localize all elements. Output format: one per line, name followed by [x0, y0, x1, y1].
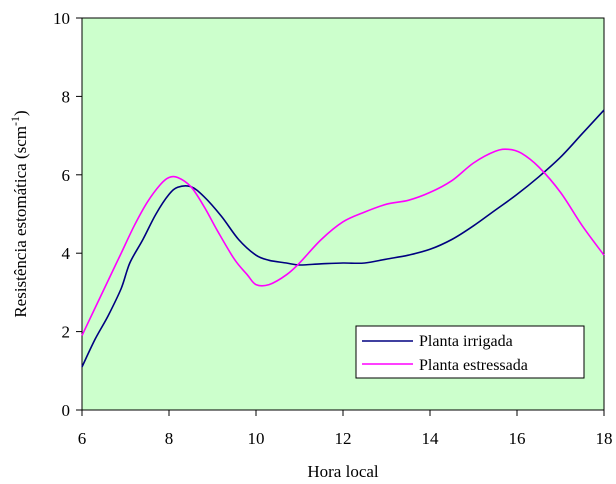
y-axis-title-main: Resistência estomática (scm — [11, 126, 30, 318]
series-line-planta-irrigada — [81, 109, 605, 368]
svg-text:Resistência estomática (scm-1): Resistência estomática (scm-1) — [8, 110, 30, 317]
x-tick-label: 12 — [335, 429, 352, 448]
x-tick-label: 10 — [248, 429, 265, 448]
y-axis-title: Resistência estomática (scm-1) — [8, 110, 30, 317]
y-tick-label: 6 — [62, 166, 71, 185]
legend-label-irrigada: Planta irrigada — [419, 333, 513, 350]
legend-box — [355, 325, 585, 379]
y-tick-label: 0 — [62, 401, 71, 420]
series-line-planta-estressada — [81, 148, 605, 336]
y-tick-label: 8 — [62, 87, 71, 106]
x-tick-label: 18 — [596, 429, 613, 448]
x-tick-label: 8 — [165, 429, 174, 448]
y-axis-title-close: ) — [11, 110, 30, 116]
y-tick-label: 2 — [62, 323, 71, 342]
x-tick-label: 14 — [422, 429, 440, 448]
x-tick-label: 16 — [509, 429, 526, 448]
axis-layer: 0 2 4 6 8 10 6 8 10 12 14 16 18 — [53, 9, 613, 448]
x-axis-title: Hora local — [307, 462, 379, 481]
y-axis-title-exponent: -1 — [8, 116, 22, 126]
y-tick-label: 10 — [53, 9, 70, 28]
series-layer — [81, 109, 605, 368]
legend: Planta irrigada Planta estressada — [355, 325, 585, 379]
x-tick-label: 6 — [78, 429, 87, 448]
legend-label-estressada: Planta estressada — [419, 357, 528, 374]
y-tick-label: 4 — [62, 244, 71, 263]
